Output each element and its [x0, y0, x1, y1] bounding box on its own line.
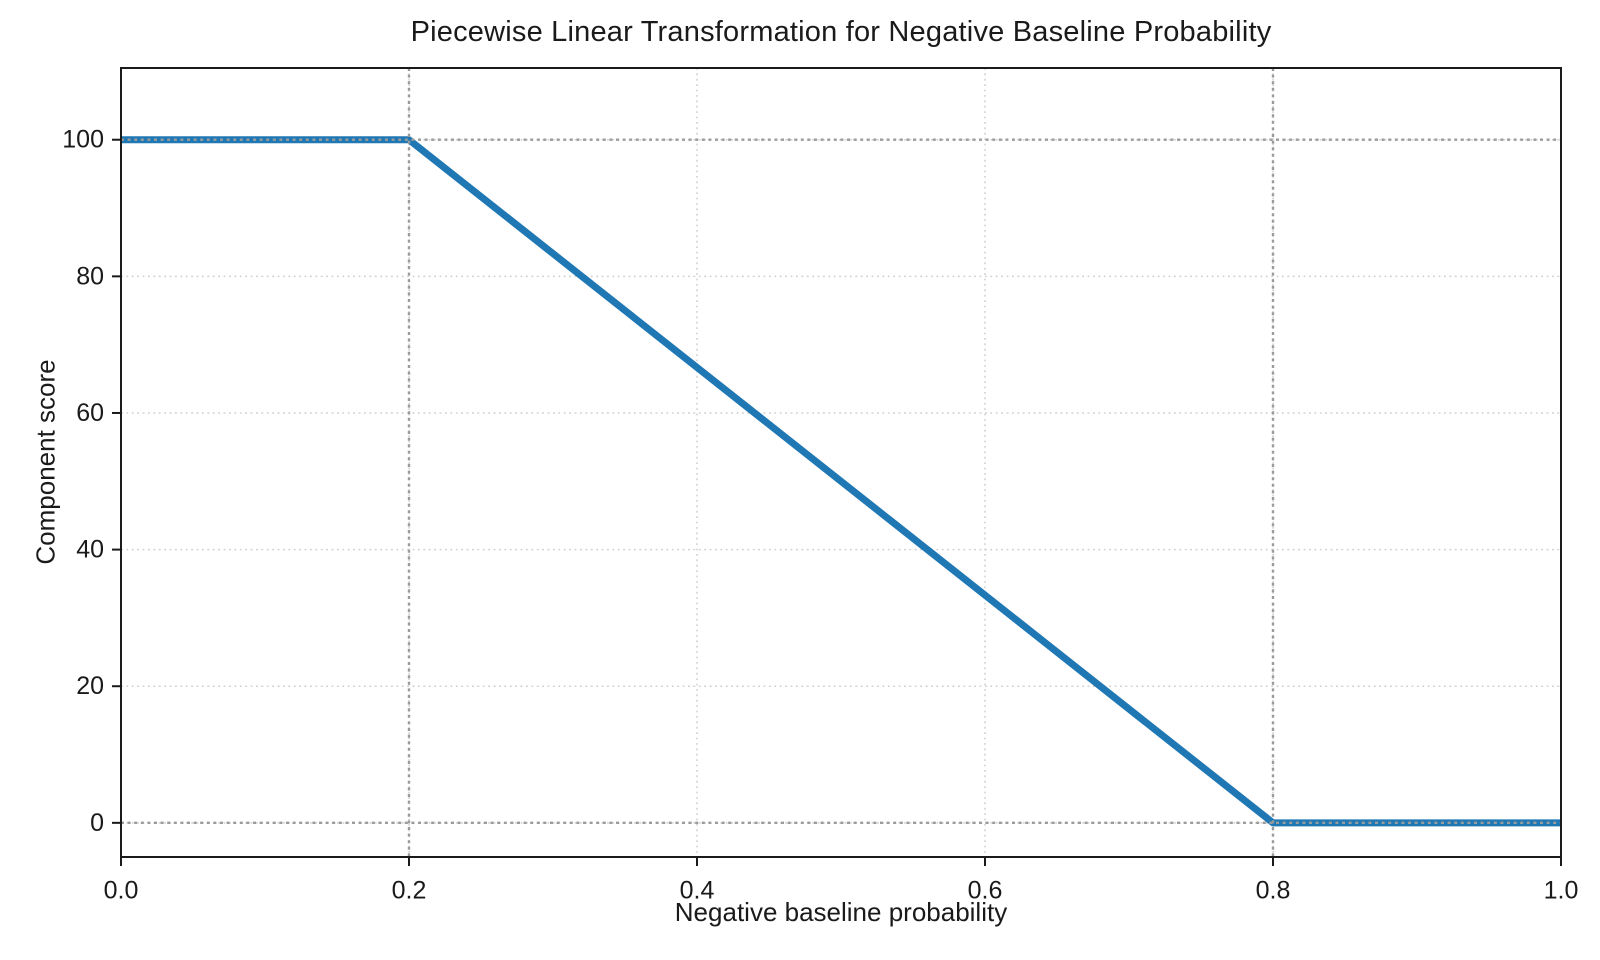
x-tick-label: 1.0	[1544, 877, 1579, 905]
x-tick-label: 0.2	[392, 877, 427, 905]
chart-title: Piecewise Linear Transformation for Nega…	[410, 16, 1272, 48]
y-tick-label: 80	[76, 262, 104, 290]
y-tick-label: 0	[90, 809, 104, 837]
y-tick-label: 40	[76, 536, 104, 564]
plot-border	[120, 67, 1562, 858]
x-tick-label: 0.8	[1256, 877, 1291, 905]
x-tick-label: 0.4	[680, 877, 715, 905]
x-axis-label: Negative baseline probability	[674, 897, 1008, 927]
y-tick-label: 20	[76, 672, 104, 700]
x-tick-label: 0.6	[968, 877, 1003, 905]
y-tick-label: 60	[76, 399, 104, 427]
y-axis-label: Component score	[30, 359, 61, 565]
data-line	[121, 136, 1561, 827]
y-tick-label: 100	[62, 126, 104, 154]
x-tick-label: 0.0	[104, 877, 139, 905]
